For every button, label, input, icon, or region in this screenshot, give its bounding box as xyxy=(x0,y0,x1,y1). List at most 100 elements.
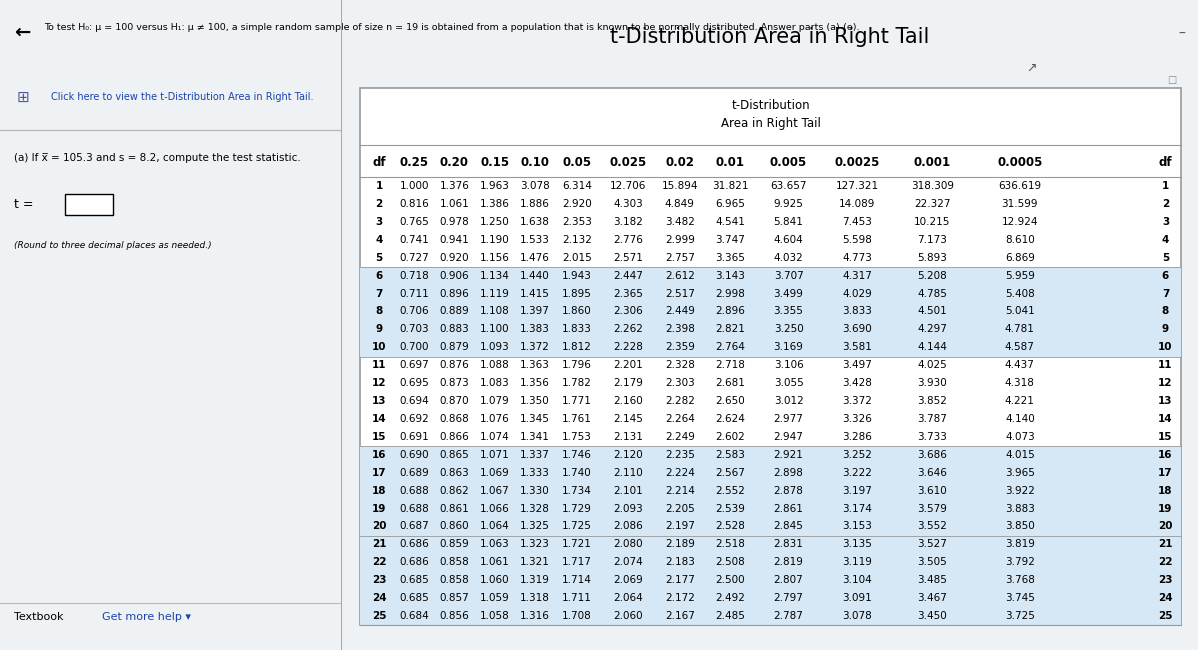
Text: 1.833: 1.833 xyxy=(562,324,592,334)
Bar xyxy=(361,88,1181,625)
Text: Click here to view the t-Distribution Area in Right Tail.: Click here to view the t-Distribution Ar… xyxy=(52,92,314,102)
Text: 1.156: 1.156 xyxy=(480,253,509,263)
Text: 2.179: 2.179 xyxy=(613,378,643,388)
Text: 8: 8 xyxy=(1162,306,1169,317)
Text: 16: 16 xyxy=(1158,450,1173,460)
Text: 3.707: 3.707 xyxy=(774,270,804,281)
Text: ←: ← xyxy=(13,23,30,42)
Text: 3.222: 3.222 xyxy=(842,467,872,478)
Text: 0.711: 0.711 xyxy=(399,289,429,298)
Text: 3.286: 3.286 xyxy=(842,432,872,442)
Text: 0.870: 0.870 xyxy=(440,396,470,406)
Text: 1.066: 1.066 xyxy=(480,504,509,514)
Text: 2.977: 2.977 xyxy=(774,414,804,424)
Text: 0.859: 0.859 xyxy=(440,540,470,549)
Text: 1.318: 1.318 xyxy=(520,593,550,603)
Text: 18: 18 xyxy=(1158,486,1173,495)
Text: 15: 15 xyxy=(1158,432,1173,442)
Text: 3.819: 3.819 xyxy=(1005,540,1035,549)
Text: 3.747: 3.747 xyxy=(715,235,745,245)
Text: 2.303: 2.303 xyxy=(665,378,695,388)
Text: 2.764: 2.764 xyxy=(715,343,745,352)
Text: 4.781: 4.781 xyxy=(1005,324,1035,334)
Text: 12: 12 xyxy=(371,378,387,388)
Text: 2.492: 2.492 xyxy=(715,593,745,603)
Text: 2.485: 2.485 xyxy=(715,611,745,621)
Text: 9: 9 xyxy=(1162,324,1169,334)
Text: 3.104: 3.104 xyxy=(842,575,872,585)
Text: 0.005: 0.005 xyxy=(770,156,807,169)
Text: 1.708: 1.708 xyxy=(562,611,592,621)
Text: 2.921: 2.921 xyxy=(774,450,804,460)
Text: 14: 14 xyxy=(1158,414,1173,424)
Text: 1.721: 1.721 xyxy=(562,540,592,549)
Text: 2.898: 2.898 xyxy=(774,467,804,478)
Text: 2.718: 2.718 xyxy=(715,360,745,370)
Text: 0.863: 0.863 xyxy=(440,467,470,478)
Text: 22.327: 22.327 xyxy=(914,199,951,209)
Text: 22: 22 xyxy=(371,557,387,567)
Text: Get more help ▾: Get more help ▾ xyxy=(102,612,192,622)
Text: 2.183: 2.183 xyxy=(665,557,695,567)
Text: 1.943: 1.943 xyxy=(562,270,592,281)
Text: 2.787: 2.787 xyxy=(774,611,804,621)
Text: 3.922: 3.922 xyxy=(1005,486,1035,495)
Text: (a) If x̅ = 105.3 and s = 8.2, compute the test statistic.: (a) If x̅ = 105.3 and s = 8.2, compute t… xyxy=(13,153,301,162)
Text: 1.079: 1.079 xyxy=(480,396,509,406)
Text: 0.941: 0.941 xyxy=(440,235,470,245)
Bar xyxy=(361,607,1181,625)
Text: 3: 3 xyxy=(1162,217,1169,227)
Text: 3.787: 3.787 xyxy=(918,414,948,424)
Text: 0.690: 0.690 xyxy=(399,450,429,460)
Text: 2.353: 2.353 xyxy=(562,217,592,227)
Bar xyxy=(361,590,1181,607)
Text: 3.581: 3.581 xyxy=(842,343,872,352)
Text: 2.120: 2.120 xyxy=(613,450,643,460)
Text: 0.692: 0.692 xyxy=(399,414,429,424)
Text: 1.350: 1.350 xyxy=(520,396,550,406)
Text: 2.447: 2.447 xyxy=(613,270,643,281)
Text: 0.703: 0.703 xyxy=(399,324,429,334)
Text: 2.612: 2.612 xyxy=(665,270,695,281)
Text: 3.725: 3.725 xyxy=(1005,611,1035,621)
Text: 9: 9 xyxy=(375,324,382,334)
Text: 3.012: 3.012 xyxy=(774,396,804,406)
Text: 5.041: 5.041 xyxy=(1005,306,1035,317)
Text: 3.850: 3.850 xyxy=(1005,521,1035,532)
Text: 2.583: 2.583 xyxy=(715,450,745,460)
Text: 0.686: 0.686 xyxy=(399,557,429,567)
Text: 0.15: 0.15 xyxy=(480,156,509,169)
Text: 1.088: 1.088 xyxy=(480,360,509,370)
Text: 18: 18 xyxy=(371,486,387,495)
Text: 1.060: 1.060 xyxy=(480,575,509,585)
Text: 0.706: 0.706 xyxy=(399,306,429,317)
Text: 0.857: 0.857 xyxy=(440,593,470,603)
Text: 2.539: 2.539 xyxy=(715,504,745,514)
Text: 0.727: 0.727 xyxy=(399,253,429,263)
Text: 12.924: 12.924 xyxy=(1002,217,1039,227)
Text: 2.624: 2.624 xyxy=(715,414,745,424)
Text: 4.785: 4.785 xyxy=(918,289,948,298)
Bar xyxy=(361,285,1181,303)
Text: 3.482: 3.482 xyxy=(665,217,695,227)
Text: 12.706: 12.706 xyxy=(610,181,647,191)
Text: 1.330: 1.330 xyxy=(520,486,550,495)
Text: 1.383: 1.383 xyxy=(520,324,550,334)
Text: 20: 20 xyxy=(1158,521,1173,532)
Text: 10: 10 xyxy=(1158,343,1173,352)
Text: 2.069: 2.069 xyxy=(613,575,643,585)
Text: 4.587: 4.587 xyxy=(1005,343,1035,352)
Text: 1.333: 1.333 xyxy=(520,467,550,478)
Text: ⊞: ⊞ xyxy=(17,90,30,105)
Text: 0.883: 0.883 xyxy=(440,324,470,334)
Text: 25: 25 xyxy=(371,611,387,621)
Text: 1.714: 1.714 xyxy=(562,575,592,585)
Text: 0.978: 0.978 xyxy=(440,217,470,227)
Text: 1.134: 1.134 xyxy=(480,270,509,281)
Text: 4.221: 4.221 xyxy=(1005,396,1035,406)
Text: 3.252: 3.252 xyxy=(842,450,872,460)
Text: 4.501: 4.501 xyxy=(918,306,948,317)
Text: 1.190: 1.190 xyxy=(480,235,509,245)
Text: t-Distribution Area in Right Tail: t-Distribution Area in Right Tail xyxy=(610,27,930,47)
Text: 0.876: 0.876 xyxy=(440,360,470,370)
